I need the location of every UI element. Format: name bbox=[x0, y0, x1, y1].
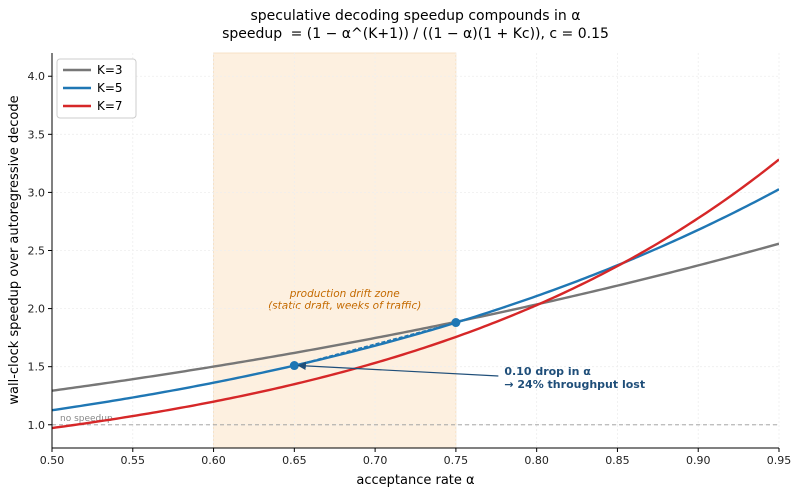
y-tick-label: 4.0 bbox=[28, 70, 46, 83]
annotation-line2: → 24% throughput lost bbox=[504, 378, 645, 391]
x-axis-label: acceptance rate α bbox=[356, 473, 474, 488]
y-ticks: 1.0 1.5 2.0 2.5 3.0 3.5 4.0 bbox=[28, 70, 52, 432]
y-tick-label: 2.0 bbox=[28, 303, 46, 316]
legend: K=3 K=5 K=7 bbox=[56, 58, 137, 119]
y-tick-label: 3.5 bbox=[28, 128, 46, 141]
series-lines bbox=[52, 158, 779, 430]
annotation-arrow bbox=[297, 361, 499, 377]
x-tick-label: 0.75 bbox=[444, 454, 469, 467]
x-tick-label: 0.95 bbox=[767, 454, 792, 467]
highlight-point bbox=[451, 318, 461, 328]
drop-chord bbox=[294, 321, 457, 367]
series-line-k3 bbox=[52, 242, 779, 392]
legend-label: K=7 bbox=[97, 99, 123, 113]
y-tick-label: 1.0 bbox=[28, 419, 46, 432]
highlight-point bbox=[289, 361, 299, 371]
highlight-points bbox=[289, 318, 461, 371]
x-tick-label: 0.90 bbox=[686, 454, 711, 467]
x-tick-label: 0.65 bbox=[282, 454, 307, 467]
x-tick-label: 0.50 bbox=[40, 454, 65, 467]
x-tick-label: 0.60 bbox=[201, 454, 226, 467]
drift-zone-label-line1: production drift zone bbox=[289, 288, 400, 300]
y-tick-label: 3.0 bbox=[28, 186, 46, 199]
chart-title: speculative decoding speedup compounds i… bbox=[251, 8, 581, 24]
chart-subtitle: speedup = (1 − α^(K+1)) / ((1 − α)(1 + K… bbox=[222, 26, 609, 42]
baseline: no speedup bbox=[52, 414, 779, 426]
legend-label: K=5 bbox=[97, 81, 123, 95]
y-axis-label: wall-clock speedup over autoregressive d… bbox=[7, 95, 22, 404]
drift-zone-label-line2: (static draft, weeks of traffic) bbox=[268, 300, 421, 312]
x-tick-label: 0.70 bbox=[363, 454, 388, 467]
legend-label: K=3 bbox=[97, 63, 123, 77]
x-tick-label: 0.80 bbox=[524, 454, 549, 467]
legend-box bbox=[56, 58, 137, 119]
x-tick-label: 0.55 bbox=[121, 454, 146, 467]
annotation-line1: 0.10 drop in α bbox=[504, 365, 591, 378]
baseline-label: no speedup bbox=[60, 414, 113, 424]
x-tick-label: 0.85 bbox=[605, 454, 630, 467]
subtitle-prefix: speedup bbox=[222, 26, 282, 42]
annotation: 0.10 drop in α→ 24% throughput lost bbox=[297, 361, 645, 391]
y-tick-label: 1.5 bbox=[28, 361, 46, 374]
series-line-k5 bbox=[52, 188, 779, 412]
series-line-k7 bbox=[52, 158, 779, 430]
x-ticks: 0.50 0.55 0.60 0.65 0.70 0.75 0.80 0.85 0.90 0.95 bbox=[40, 448, 792, 467]
subtitle-formula: = (1 − α^(K+1)) / ((1 − α)(1 + Kc)), c =… bbox=[291, 26, 609, 42]
y-tick-label: 2.5 bbox=[28, 245, 46, 258]
